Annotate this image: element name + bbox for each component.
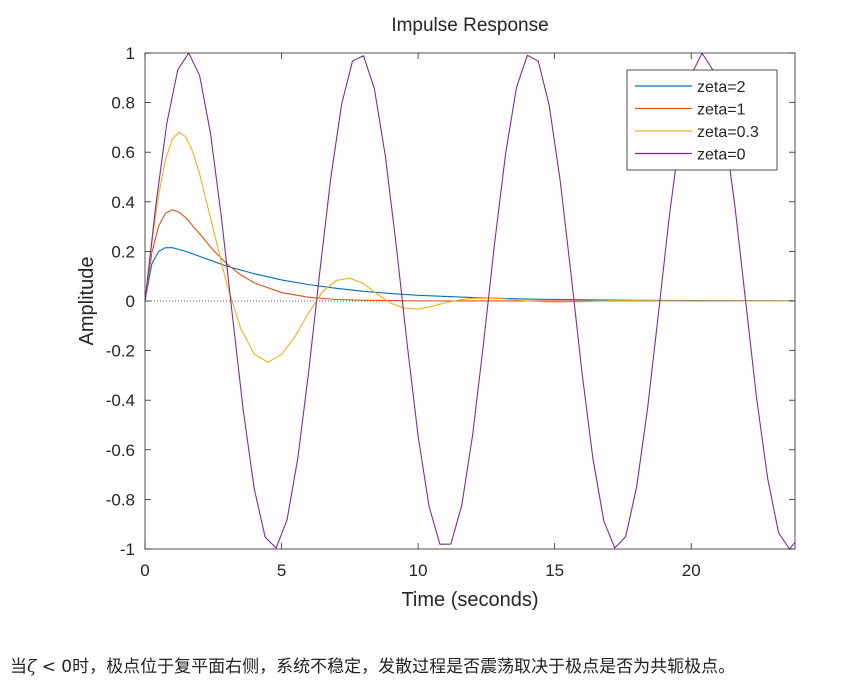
y-tick-label: -0.4 [106, 391, 135, 410]
impulse-response-chart: 0 5 10 15 20 -1 -0.8 -0.6 -0.4 -0.2 0 0.2 0.4 0.6 0.8 1… [76, 15, 796, 611]
y-tick-label: -0.8 [106, 490, 135, 509]
series-group [145, 53, 795, 549]
y-tick-label: -0.2 [106, 342, 135, 361]
x-tick-label: 15 [545, 561, 564, 580]
caption-zeta-symbol: ζ [27, 657, 37, 677]
caption-text: 当ζ < 0时，极点位于复平面右侧，系统不稳定，发散过程是否震荡取决于极点是否为… [10, 652, 735, 677]
y-tick-label: 0.2 [111, 242, 135, 261]
y-tick-label: 0.4 [111, 193, 135, 212]
chart-title: Impulse Response [391, 15, 548, 36]
legend-label-2: zeta=1 [697, 102, 746, 119]
y-tick-label: 0.8 [111, 94, 135, 113]
y-tick-label: -1 [120, 540, 135, 559]
y-tick-label: 0.6 [111, 143, 135, 162]
x-tick-label: 10 [409, 561, 428, 580]
caption-relation: < 0 [36, 657, 73, 677]
y-tick-label: 0 [126, 292, 135, 311]
x-tick-label: 0 [140, 561, 149, 580]
y-tick-label: 1 [126, 44, 135, 63]
series-line-1 [145, 247, 795, 302]
x-axis-label: Time (seconds) [401, 589, 538, 611]
series-line-3 [145, 131, 795, 363]
x-tick-label: 20 [682, 561, 701, 580]
legend-label-1: zeta=2 [697, 79, 746, 96]
caption-body: 时，极点位于复平面右侧，系统不稳定，发散过程是否震荡取决于极点是否为共轭极点。 [72, 657, 736, 677]
chart-figure: 0 5 10 15 20 -1 -0.8 -0.6 -0.4 -0.2 0 0.2 0.4 0.6 0.8 1… [76, 15, 796, 611]
caption-prefix: 当 [10, 657, 27, 677]
legend-label-4: zeta=0 [697, 147, 746, 164]
y-axis-label: Amplitude [76, 257, 98, 346]
x-tick-label: 5 [277, 561, 286, 580]
legend-label-3: zeta=0.3 [697, 124, 759, 141]
y-tick-label: -0.6 [106, 441, 135, 460]
